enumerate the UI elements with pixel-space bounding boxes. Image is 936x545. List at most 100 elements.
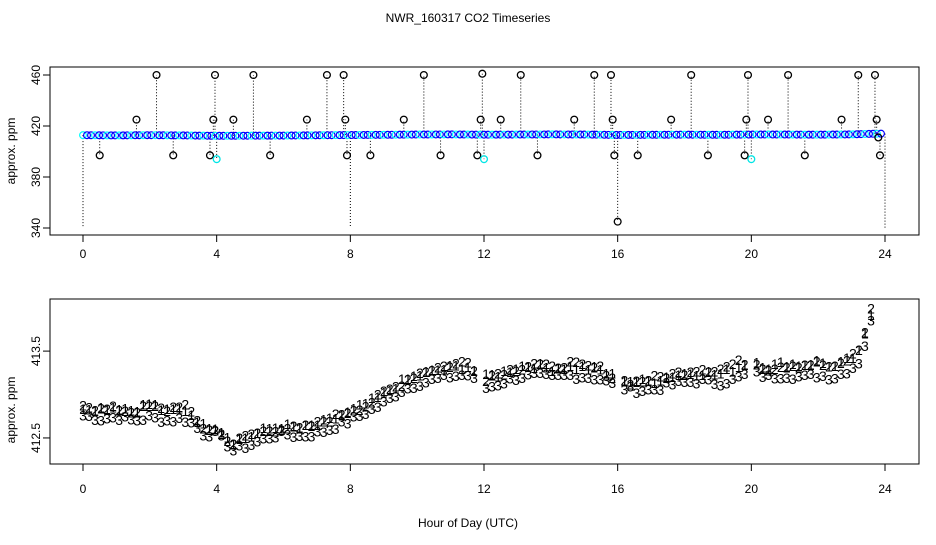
series-1-point: 1 [729,364,737,380]
series-2-point: 2 [717,361,725,377]
baseline-point [708,130,717,139]
outlier-point [366,151,375,160]
series-3-point: 3 [518,370,526,386]
series-2-point: 2 [819,357,827,373]
series-2-point: 2 [380,383,388,399]
bottom-x-tick-label: 0 [80,482,87,496]
series-1-point: 1 [344,404,352,420]
series-3-point: 3 [687,374,695,390]
baseline-point [247,131,256,140]
series-3-point: 3 [632,385,640,401]
series-1-point: 1 [278,421,286,437]
series-3-point: 3 [181,414,189,430]
series-3-point: 3 [290,429,298,445]
series-2-point: 2 [530,356,538,372]
series-2-point: 2 [151,398,159,414]
series-3-point: 3 [404,380,412,396]
bottom-x-tick-label: 12 [477,482,491,496]
series-2-point: 2 [861,325,869,341]
series-2-point: 2 [217,426,225,442]
series-2-point: 2 [157,400,165,416]
series-1-point: 1 [97,400,105,416]
top-x-tick-label: 20 [745,247,759,261]
series-2-point: 2 [675,364,683,380]
baseline-point [103,131,112,140]
baseline-point [580,130,589,139]
series-1-point: 1 [849,350,857,366]
baseline-point [676,130,685,139]
series-3-point: 3 [777,371,785,387]
series-2-point: 2 [705,364,713,380]
baseline-point [359,130,368,139]
baseline-point [792,130,801,139]
series-3-point: 3 [97,412,105,428]
top-x-tick-label: 12 [477,247,491,261]
baseline-point [391,130,400,139]
baseline-point [860,130,869,139]
series-3-point: 3 [386,390,394,406]
series-1-point: 1 [121,401,129,417]
series-3-point: 3 [813,370,821,386]
series-3-point: 3 [596,371,604,387]
series-1-point: 1 [254,425,262,441]
series-1-point: 1 [169,401,177,417]
series-2-point: 2 [410,370,418,386]
series-2-point: 2 [284,421,292,437]
outlier-point [249,70,258,80]
series-1-point: 1 [771,356,779,372]
series-3-point: 3 [163,413,171,429]
top-y-tick-label: 380 [29,167,43,187]
baseline-point [536,130,545,139]
baseline-point [415,130,424,139]
outlier-point [667,115,676,124]
baseline-point [696,130,705,139]
baseline-point [203,131,212,140]
baseline-point [532,130,541,139]
series-3-point: 3 [819,368,827,384]
baseline-point [668,130,677,139]
series-3-point: 3 [193,420,201,436]
outlier-point [152,70,161,80]
series-1-point: 1 [687,366,695,382]
outlier-point [229,115,238,124]
baseline-point [119,131,128,140]
series-3-point: 3 [410,380,418,396]
baseline-point [387,130,396,139]
series-3-point: 3 [308,429,316,445]
series-3-point: 3 [584,370,592,386]
series-1-point: 1 [584,361,592,377]
bottom-y-axis: 412.5 413.5 [29,336,51,453]
series-2-point: 2 [290,418,298,434]
outlier-point [610,151,619,160]
baseline-point [600,130,609,139]
series-1-point: 1 [855,342,863,358]
baseline-point [872,129,881,138]
series-2-point: 2 [145,398,153,414]
baseline-point [283,131,292,140]
baseline-point [528,130,537,139]
series-3-point: 3 [356,408,364,424]
series-2-point: 2 [254,425,262,441]
baseline-point [311,131,320,140]
series-2-point: 2 [681,367,689,383]
series-1-point: 1 [566,358,574,374]
baseline-point [131,131,140,140]
series-1-point: 1 [602,365,610,381]
outlier-point [784,70,793,80]
series-3-point: 3 [332,421,340,437]
series-2-point: 2 [368,394,376,410]
baseline-point [239,131,248,140]
baseline-point [552,130,561,139]
series-3-point: 3 [566,367,574,383]
baseline-point [295,131,304,140]
baseline-point [808,130,817,139]
baseline-point [367,130,376,139]
baseline-point [111,131,120,140]
series-1-point: 1 [133,403,141,419]
baseline-point [419,130,428,139]
series-1-point: 1 [284,416,292,432]
series-1-point: 1 [837,353,845,369]
series-1-point: 1 [332,411,340,427]
baseline-point [263,131,272,140]
baseline-point [660,130,669,139]
